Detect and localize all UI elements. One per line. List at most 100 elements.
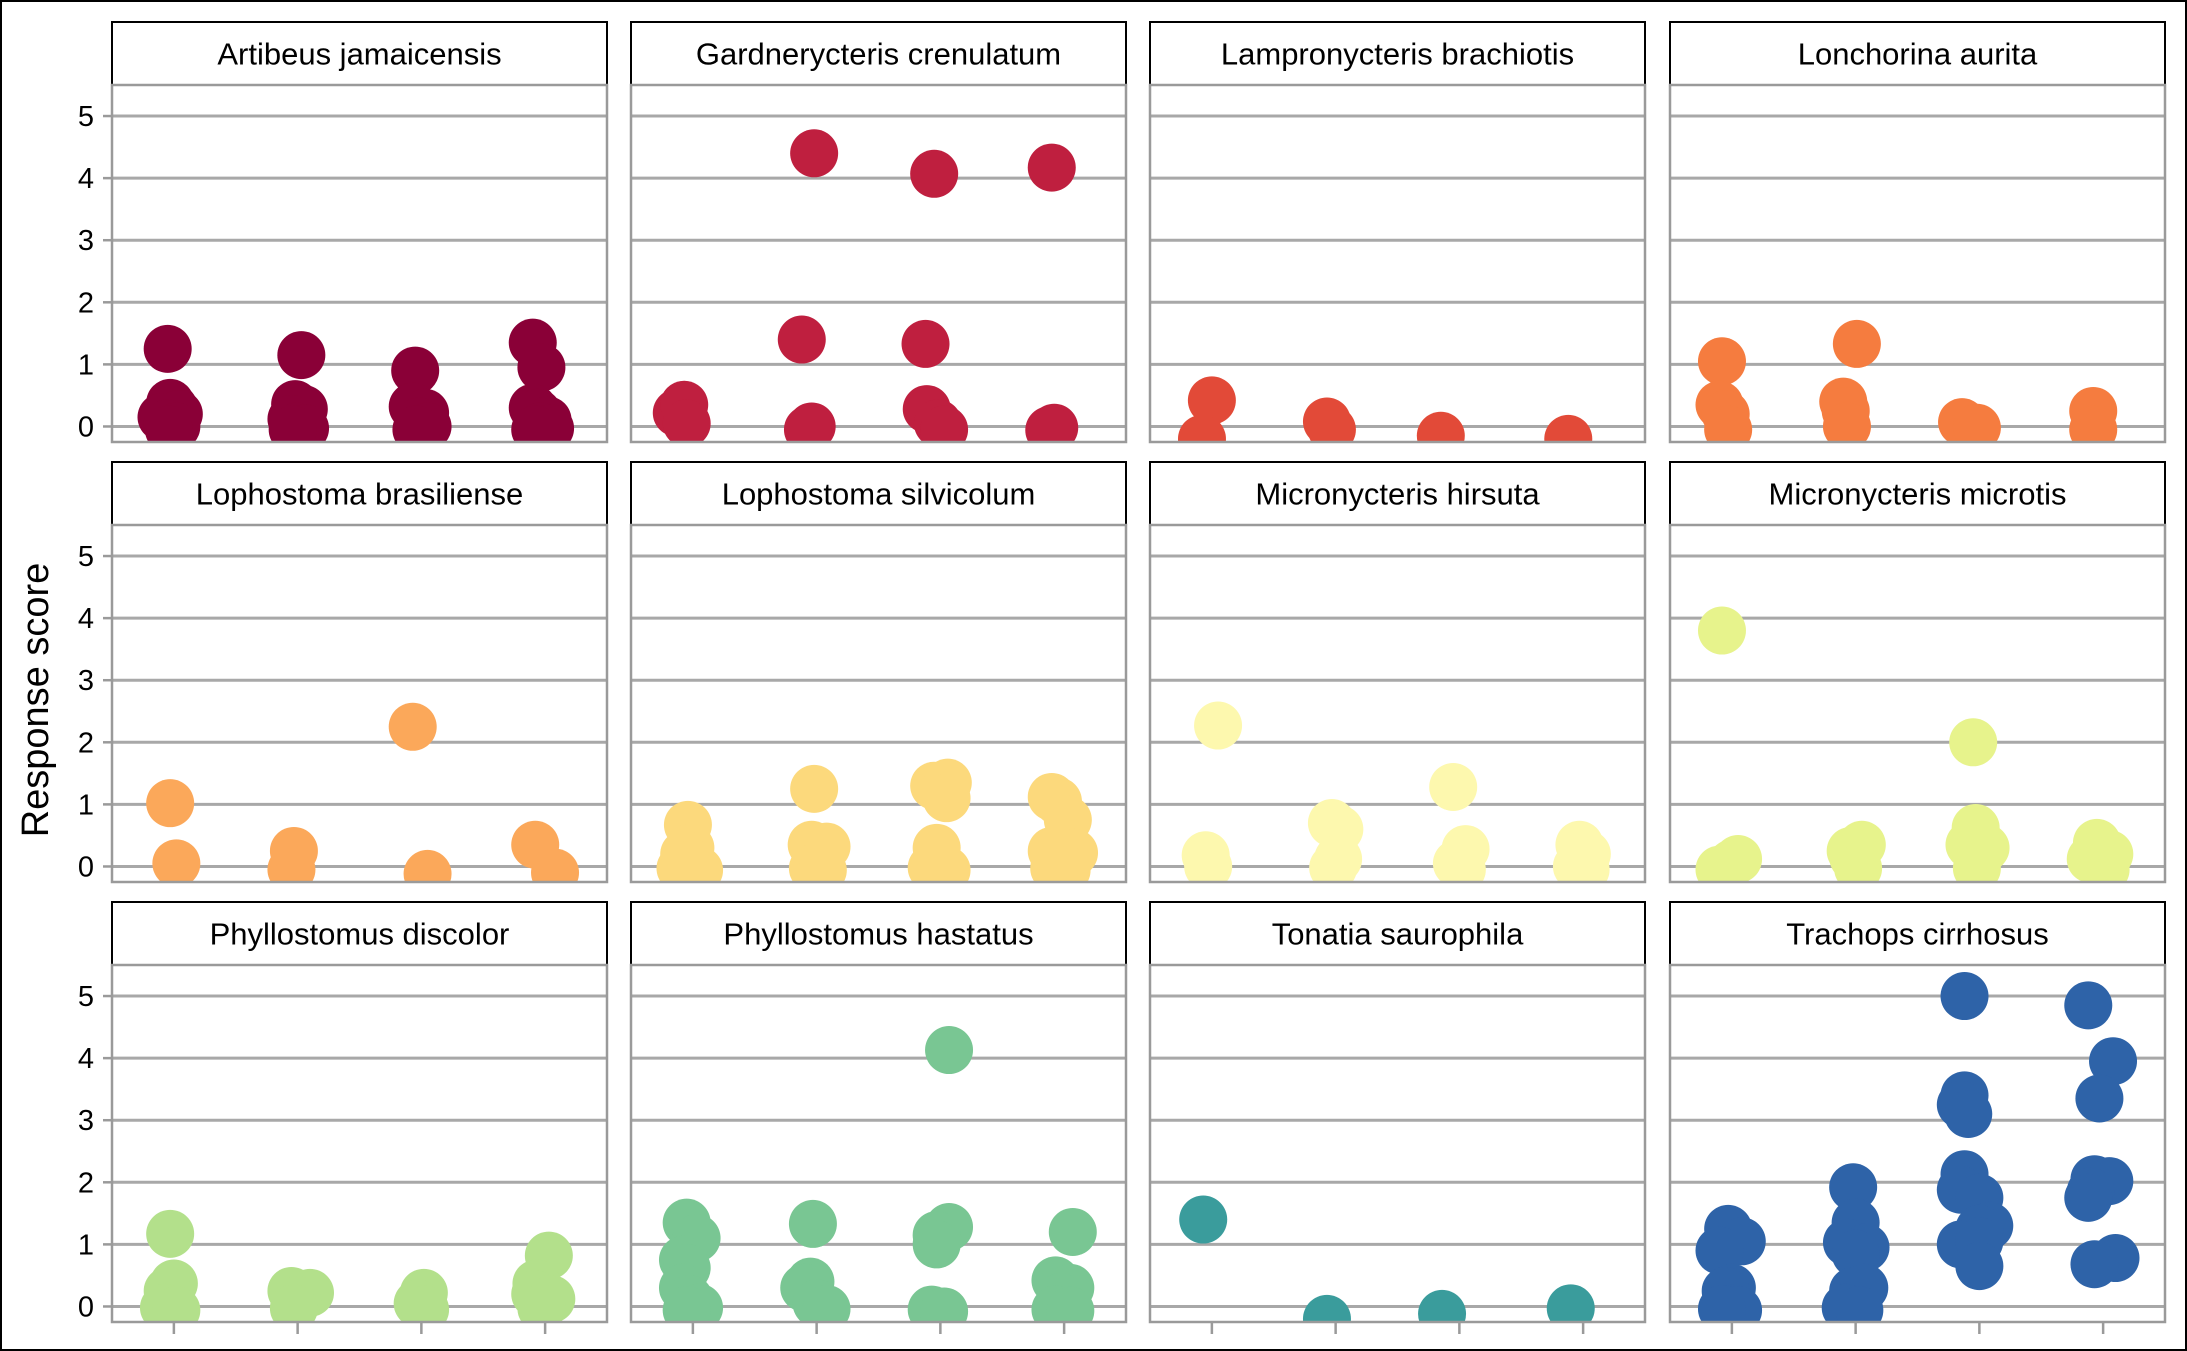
y-tick-label: 4	[78, 1043, 94, 1075]
data-point	[1429, 763, 1478, 812]
panel-strip	[111, 461, 608, 526]
panel-border	[110, 83, 609, 444]
y-tick-label: 5	[78, 101, 94, 133]
data-point	[790, 129, 839, 178]
data-point	[1544, 414, 1593, 442]
panel: Gardnerycteris crenulatum	[629, 21, 1128, 444]
data-point	[920, 1287, 969, 1322]
data-point	[1194, 701, 1243, 750]
panel-title: Trachops cirrhosus	[1786, 917, 2048, 952]
data-point	[790, 764, 839, 813]
panel: Lophostoma silvicolum	[629, 461, 1128, 884]
data-point	[1822, 402, 1871, 442]
data-point	[1027, 143, 1076, 192]
y-tick-label: 2	[78, 1167, 94, 1199]
data-point	[531, 848, 580, 882]
data-point	[269, 1284, 318, 1322]
data-point	[675, 846, 724, 882]
data-point	[922, 774, 971, 823]
data-point	[1697, 1284, 1746, 1322]
points-group	[137, 318, 575, 442]
data-point	[910, 149, 959, 198]
y-tick-label: 3	[78, 225, 94, 257]
data-point	[662, 399, 711, 442]
panel-strip	[630, 901, 1127, 966]
panel-border	[1148, 963, 1647, 1324]
y-tick-label: 1	[78, 349, 94, 381]
y-tick-label: 4	[78, 603, 94, 635]
points-group	[656, 758, 1099, 882]
data-point	[798, 846, 847, 882]
data-point	[1829, 1163, 1878, 1212]
data-point	[920, 405, 969, 442]
points-group	[1179, 1195, 1595, 1322]
data-point	[517, 343, 566, 392]
points-group	[139, 1209, 576, 1322]
data-point	[1561, 845, 1610, 882]
panel: Phyllostomus hastatus	[629, 901, 1128, 1334]
data-point	[388, 702, 437, 751]
data-point	[1302, 1294, 1351, 1322]
data-point	[1697, 606, 1746, 655]
data-point	[1048, 1207, 1097, 1256]
panel-border	[110, 963, 609, 1324]
data-point	[152, 839, 201, 882]
points-group	[1695, 319, 2118, 442]
panel-title: Lophostoma brasiliense	[196, 477, 523, 512]
data-point	[1177, 414, 1226, 442]
data-point	[1949, 718, 1998, 767]
data-point	[146, 1209, 195, 1258]
panel-title: Artibeus jamaicensis	[217, 37, 501, 72]
data-point	[1704, 405, 1753, 442]
data-point	[2089, 1037, 2138, 1086]
data-point	[1944, 1090, 1993, 1139]
data-point	[144, 405, 193, 442]
data-point	[152, 1286, 201, 1322]
panel-strip	[1669, 461, 2166, 526]
panel-border	[629, 523, 1128, 884]
panel-title: Tonatia saurophila	[1272, 917, 1524, 952]
y-tick-label: 4	[78, 163, 94, 195]
panel-title: Micronycteris microtis	[1769, 477, 2067, 512]
data-point	[1046, 1286, 1095, 1322]
panel: Artibeus jamaicensis 0 1 2 3 4 5	[78, 21, 609, 444]
panel: Micronycteris microtis	[1668, 461, 2167, 884]
y-tick-label: 2	[78, 287, 94, 319]
data-point	[912, 1220, 961, 1269]
data-point	[788, 1199, 837, 1248]
data-point	[2081, 845, 2130, 882]
data-point	[1697, 337, 1746, 386]
panel-title: Lonchorina aurita	[1798, 37, 2038, 72]
panel-border	[1148, 523, 1647, 884]
data-point	[146, 779, 195, 828]
data-point	[1418, 1289, 1467, 1322]
data-point	[2075, 1074, 2124, 1123]
data-point	[1025, 406, 1074, 442]
y-tick-label: 5	[78, 541, 94, 573]
data-point	[925, 1026, 974, 1075]
panel-strip	[1149, 461, 1646, 526]
panel-border	[1668, 83, 2167, 444]
data-point	[1179, 1195, 1228, 1244]
points-group	[146, 702, 580, 882]
data-point	[277, 331, 326, 380]
panel: Trachops cirrhosus	[1668, 901, 2167, 1334]
panel: Tonatia saurophila	[1148, 901, 1647, 1334]
y-tick-label: 5	[78, 981, 94, 1013]
panel-title: Phyllostomus hastatus	[723, 917, 1033, 952]
data-point	[777, 315, 826, 364]
data-point	[1952, 844, 2001, 882]
data-point	[1832, 319, 1881, 368]
data-point	[1952, 403, 2001, 442]
data-point	[1309, 843, 1358, 882]
data-point	[1695, 1226, 1744, 1275]
data-point	[1546, 1284, 1595, 1322]
panel: Lonchorina aurita	[1668, 21, 2167, 444]
panel-border	[1148, 83, 1647, 444]
data-point	[2064, 981, 2113, 1030]
data-point	[143, 324, 192, 373]
panel-border	[110, 523, 609, 884]
panel-title: Micronycteris hirsuta	[1255, 477, 1540, 512]
